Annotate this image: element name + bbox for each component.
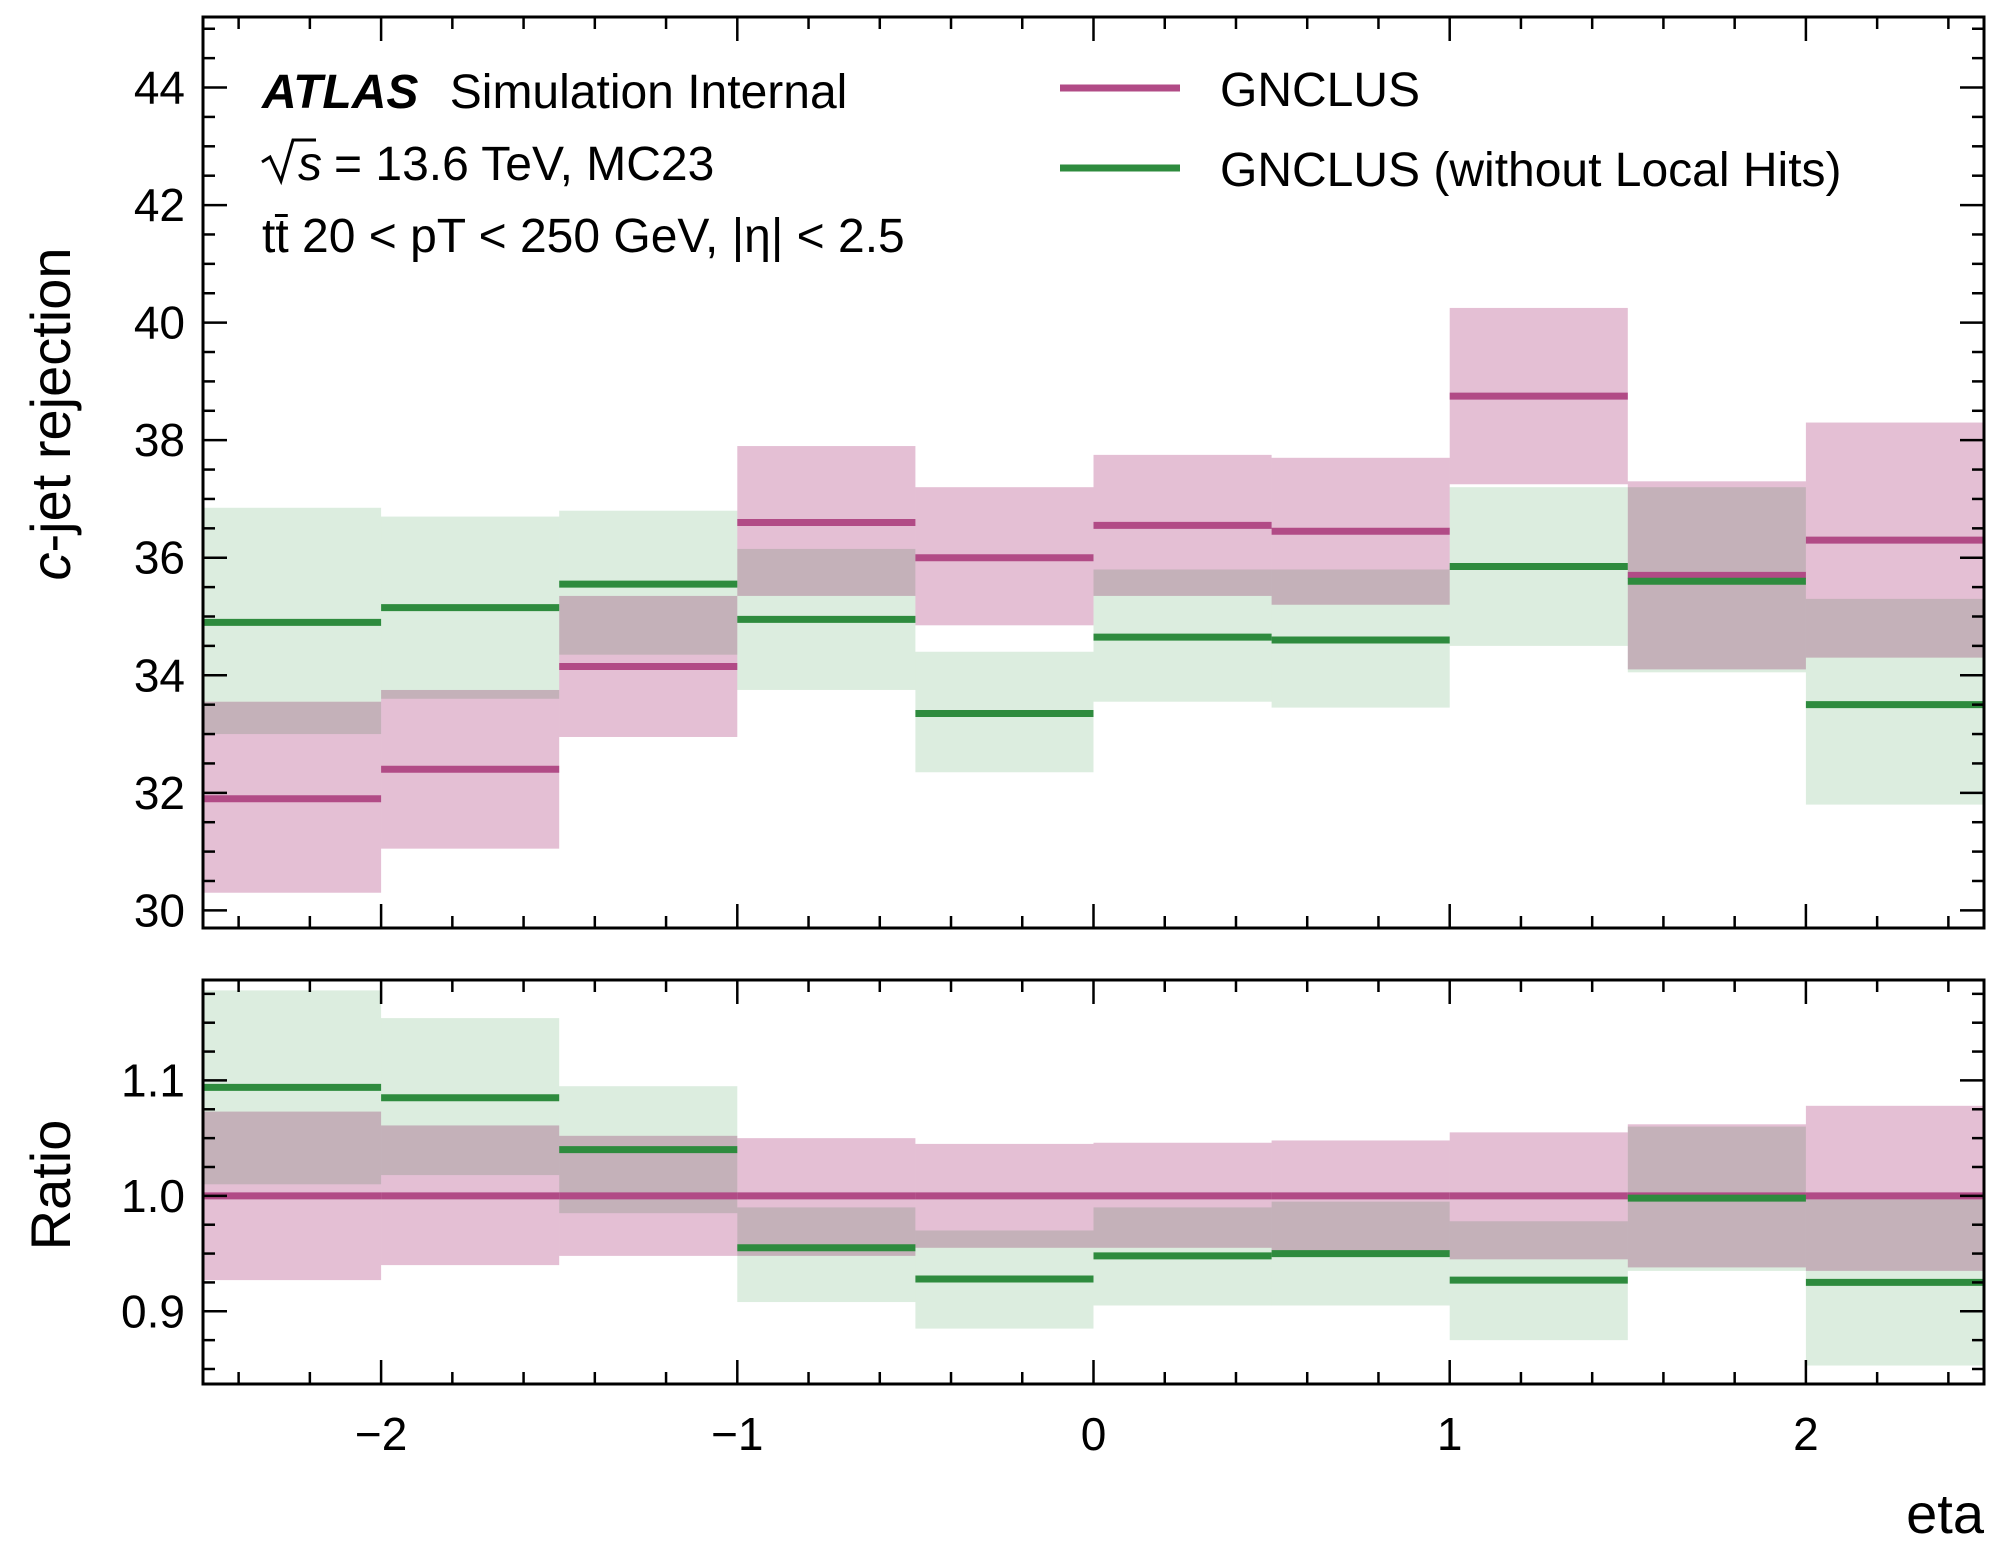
ratio-y-tick-label: 0.9 xyxy=(121,1285,185,1337)
ratio-uncertainty-bands xyxy=(203,990,1984,1366)
sqrt-symbol xyxy=(261,138,316,186)
legend: GNCLUS GNCLUS (without Local Hits) xyxy=(1060,64,1842,197)
ratio-band-gnclus-without-local-hits-bin-3 xyxy=(737,1207,916,1303)
ratio-y-tick-label: 1.0 xyxy=(121,1170,185,1222)
main-uncertainty-bands xyxy=(203,307,1984,893)
main-y-tick-label: 38 xyxy=(134,414,185,466)
main-y-tick-label: 42 xyxy=(134,179,185,231)
x-tick-label: 2 xyxy=(1793,1408,1819,1460)
x-tick-label: 0 xyxy=(1081,1408,1107,1460)
x-axis-title: eta xyxy=(1906,1482,1985,1545)
ratio-y-tick-label: 1.1 xyxy=(121,1054,185,1106)
atlas-label: ATLAS Simulation Internal xyxy=(261,66,847,119)
x-tick-label: 1 xyxy=(1437,1408,1463,1460)
legend-label-gnclus: GNCLUS xyxy=(1220,64,1420,117)
sqrt-s-label: s xyxy=(298,138,322,191)
selection-label: tt̄ 20 < pT < 250 GeV, |η| < 2.5 xyxy=(262,210,905,263)
axes: −2 −1 0 1 2 30 32 34 36 38 40 42 44 0.9 1.0 1.1 xyxy=(121,15,1986,1460)
main-y-tick-label: 36 xyxy=(134,532,185,584)
y-axis-title-ratio: Ratio xyxy=(19,1120,82,1251)
x-tick-label: −1 xyxy=(711,1408,763,1460)
x-tick-label: −2 xyxy=(355,1408,407,1460)
main-y-tick-label: 30 xyxy=(134,884,185,936)
legend-label-gnclus-no-local-hits: GNCLUS (without Local Hits) xyxy=(1220,144,1842,197)
y-axis-title-prefix: c xyxy=(19,553,82,581)
ratio-series-lines xyxy=(203,1083,1984,1286)
y-axis-title-main: c-jet rejection xyxy=(19,247,82,580)
main-y-tick-label: 32 xyxy=(134,767,185,819)
energy-label: s = 13.6 TeV, MC23 xyxy=(261,138,714,191)
main-y-tick-label: 40 xyxy=(134,297,185,349)
energy-text: = 13.6 TeV, MC23 xyxy=(334,138,714,191)
main-y-tick-label: 34 xyxy=(134,649,185,701)
atlas-label-rest: Simulation Internal xyxy=(450,66,848,119)
y-axis-title-rest: -jet rejection xyxy=(19,247,82,552)
main-series-lines xyxy=(203,392,1984,803)
atlas-label-bold: ATLAS xyxy=(261,66,418,119)
main-y-tick-label: 44 xyxy=(134,62,185,114)
